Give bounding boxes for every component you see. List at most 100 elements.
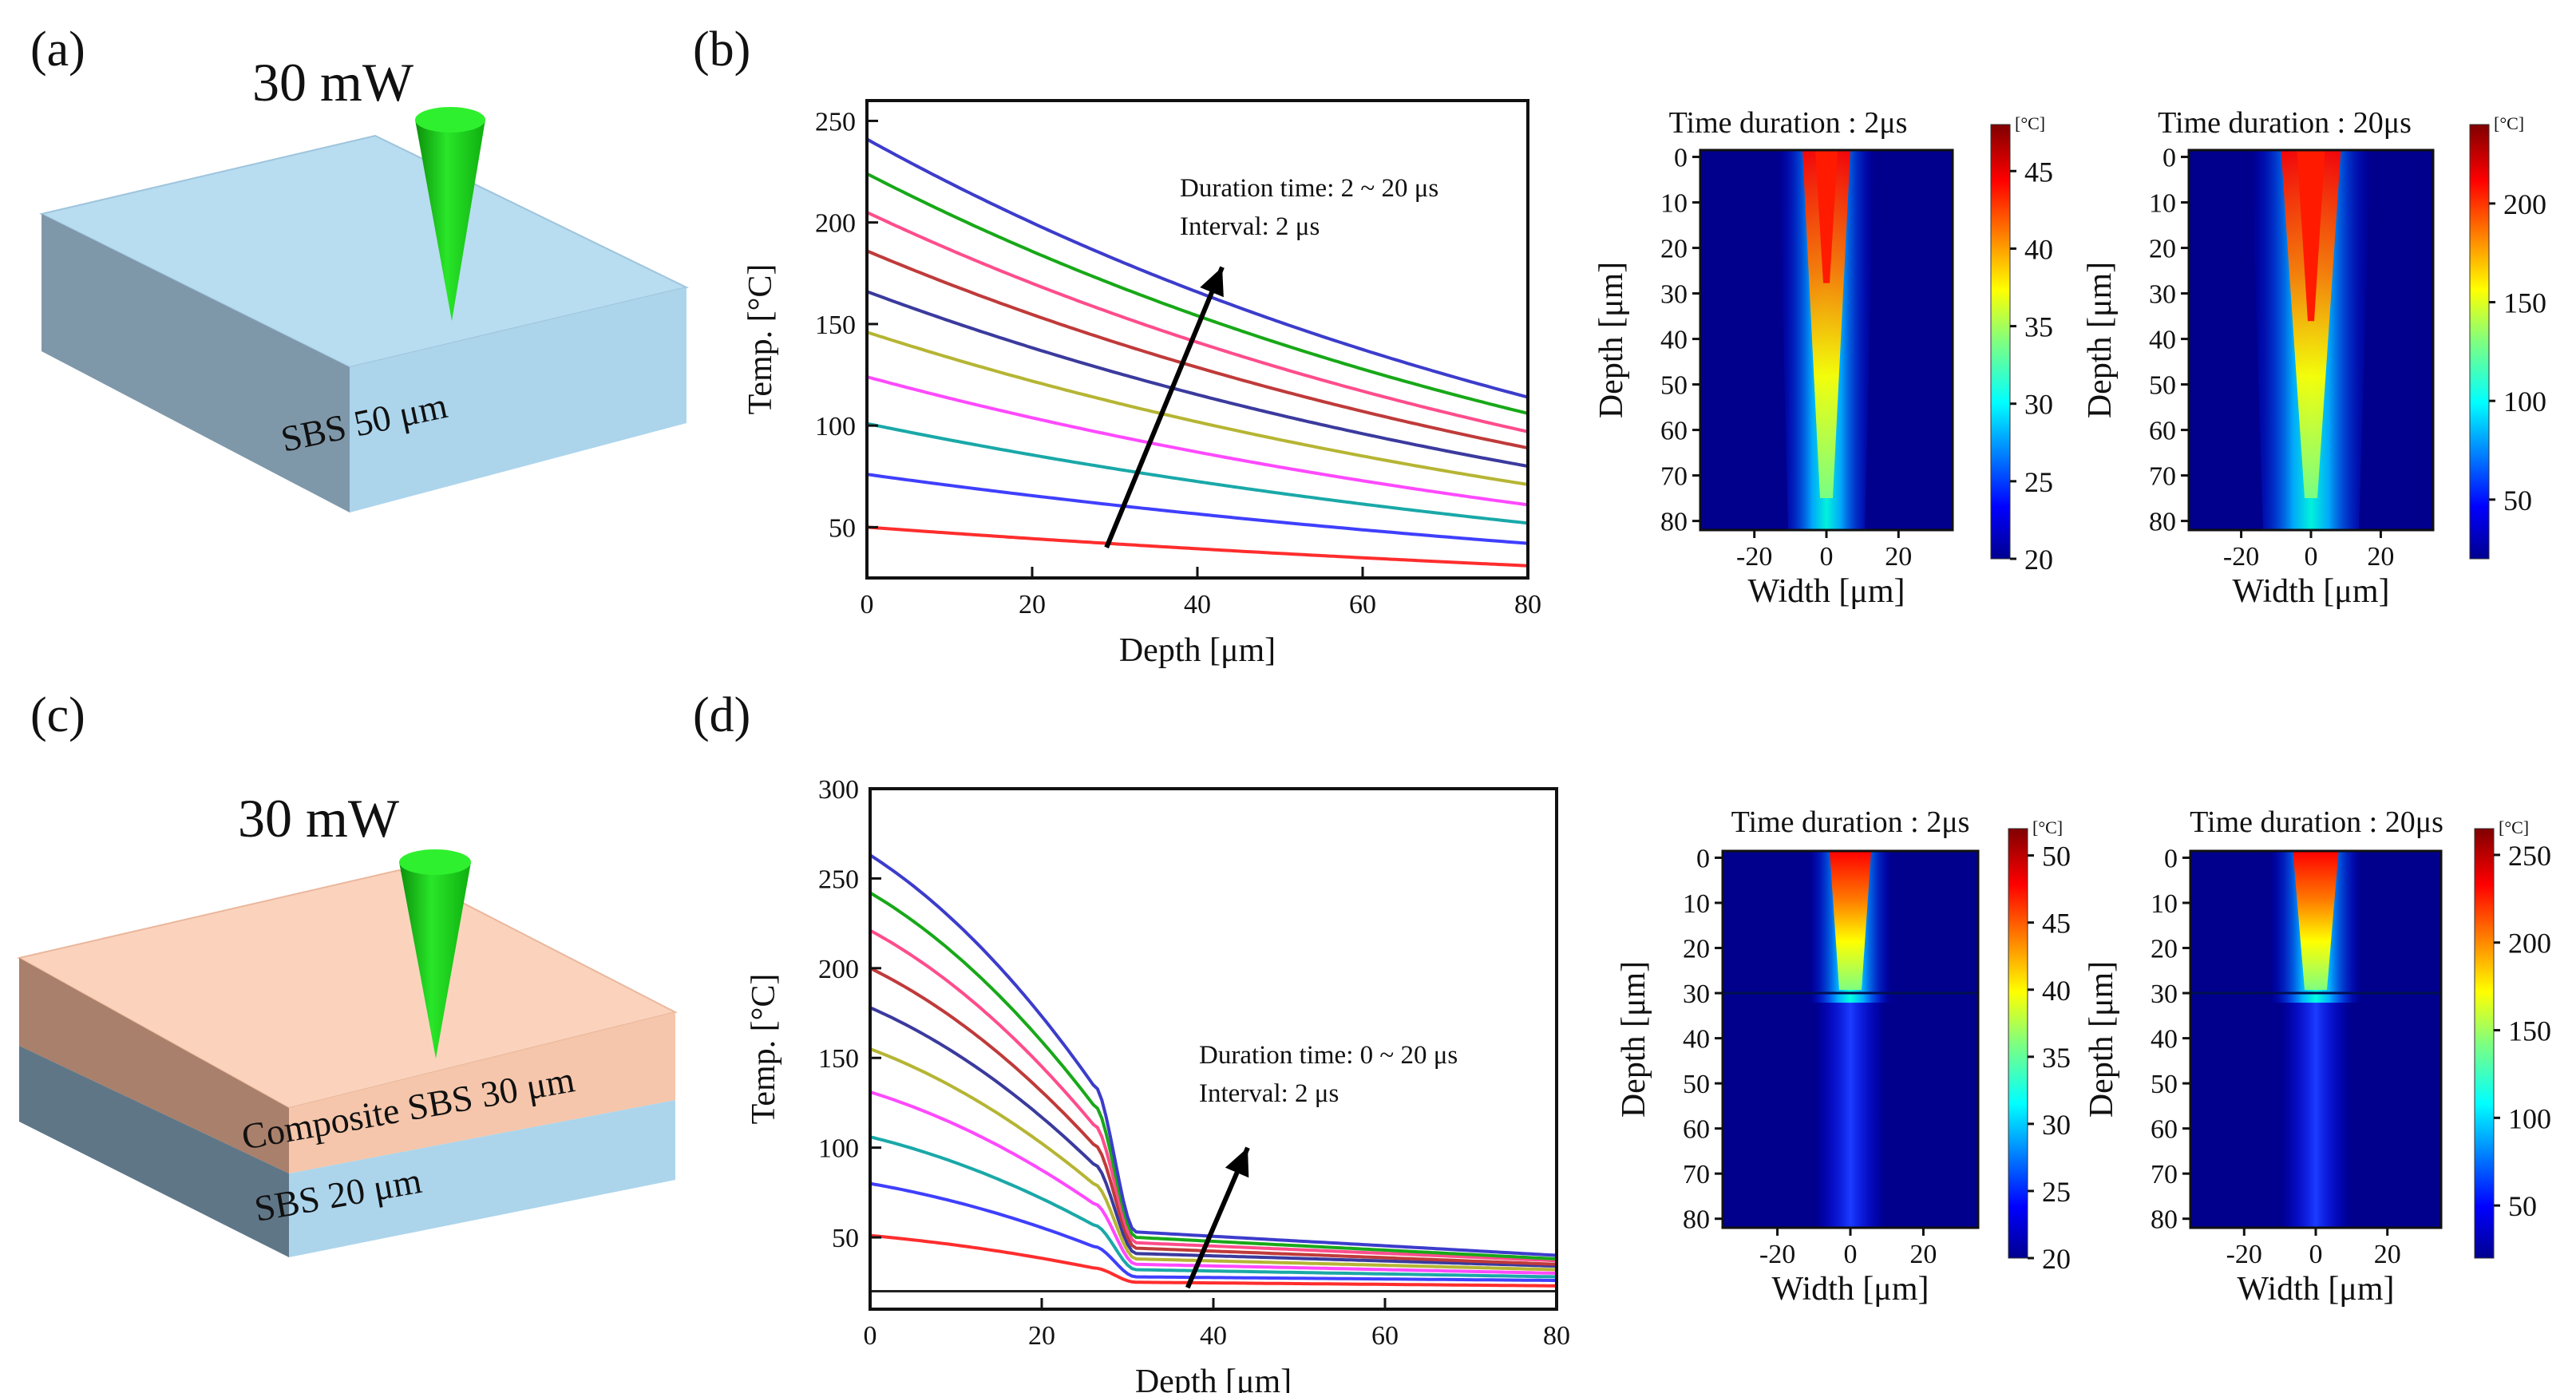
colorbar-tick-label: 250 [2508, 840, 2551, 872]
y-axis-label: Temp. [°C] [742, 264, 779, 415]
x-tick-label: 20 [1885, 542, 1912, 572]
x-tick-label: -20 [2223, 542, 2259, 572]
y-tick-label: 100 [818, 1134, 859, 1164]
y-tick-label: 20 [2149, 235, 2176, 264]
trend-arrow-shaft [1104, 266, 1225, 548]
panel-label-a: (a) [30, 22, 85, 77]
x-tick-label: 40 [1184, 590, 1211, 619]
trend-arrow-head [1200, 267, 1224, 298]
x-axis-label: Width [μm] [1772, 1271, 1929, 1308]
colorbar-tick-label: 200 [2508, 928, 2551, 960]
y-tick-label: 60 [2149, 417, 2176, 446]
colorbar-tick-label: 150 [2503, 287, 2546, 319]
y-tick-label: 250 [818, 865, 859, 894]
heatmap-peak [2297, 150, 2325, 322]
series-line-4us [869, 1181, 1557, 1282]
heatmap-hot-core [1802, 150, 1850, 498]
heatmap-peak [1815, 150, 1838, 283]
y-tick-label: 60 [1683, 1115, 1710, 1145]
plot-frame [865, 99, 1529, 580]
y-tick-label: 60 [1660, 417, 1688, 446]
sbs-block-front-face [350, 287, 687, 512]
colorbar [2008, 828, 2028, 1259]
panel-label-c: (c) [30, 688, 85, 742]
y-tick-label: 50 [2149, 371, 2176, 401]
y-tick-label: 20 [1660, 235, 1688, 264]
colorbar-tick-label: 25 [2042, 1176, 2071, 1208]
heatmap-d-2us: -20 0 20 0 10 20 30 40 50 60 70 80 Width [μm] Depth [… [1616, 805, 2071, 1308]
x-tick-label: 60 [1349, 590, 1376, 619]
colorbar [2469, 124, 2490, 560]
colorbar-tick-label: 45 [2042, 908, 2071, 940]
colorbar [1990, 124, 2011, 560]
power-label-c: 30 mW [238, 788, 400, 849]
y-tick-label: 0 [1674, 144, 1688, 173]
y-tick-label: 30 [2151, 979, 2178, 1009]
colorbar-tick-label: 50 [2503, 485, 2532, 516]
y-tick-label: 10 [1660, 189, 1688, 219]
x-axis-label: Depth [μm] [1135, 1363, 1292, 1393]
colorbar-tick-label: 50 [2042, 841, 2071, 873]
y-tick-label: 300 [818, 775, 859, 805]
x-axis-label: Width [μm] [2238, 1271, 2395, 1308]
laser-beam-cone [415, 120, 485, 321]
x-tick-label: 0 [2309, 1240, 2323, 1269]
y-tick-label: 40 [1660, 326, 1688, 355]
colorbar-tick-label: 100 [2503, 386, 2546, 418]
y-tick-label: 80 [2149, 508, 2176, 537]
x-tick-label: 20 [1028, 1321, 1055, 1351]
y-tick-label: 20 [2151, 935, 2178, 964]
sbs-layer-front-face [289, 1100, 675, 1257]
colorbar-tick-label: 40 [2024, 233, 2053, 265]
heatmap-title: Time duration : 20μs [2190, 805, 2443, 839]
x-tick-label: 0 [864, 1321, 877, 1351]
series-line-16us [869, 928, 1557, 1263]
laser-beam-top [399, 849, 471, 875]
colorbar-unit: [°C] [2494, 113, 2524, 133]
x-tick-label: 80 [1543, 1321, 1570, 1351]
series-line-16us [866, 211, 1529, 433]
x-tick-label: 20 [1019, 590, 1046, 619]
series-line-10us [869, 1047, 1557, 1272]
x-tick-label: -20 [2226, 1240, 2262, 1269]
y-tick-label: 80 [2151, 1205, 2178, 1235]
heatmap-hot-core [1830, 851, 1871, 991]
colorbar-unit: [°C] [2032, 817, 2063, 837]
colorbar-tick-label: 100 [2508, 1102, 2551, 1134]
x-axis-label: Width [μm] [2233, 573, 2390, 610]
y-tick-label: 50 [1660, 371, 1688, 401]
series-line-2us [869, 1233, 1557, 1288]
sbs-layer-left-face [19, 1046, 289, 1257]
trend-arrow-head [1225, 1147, 1249, 1178]
heatmap-title: Time duration : 20μs [2158, 106, 2412, 140]
y-tick-label: 60 [2151, 1115, 2178, 1145]
y-tick-label: 150 [815, 311, 856, 340]
colorbar-tick-label: 25 [2024, 466, 2053, 498]
colorbar-tick-label: 20 [2024, 544, 2053, 576]
y-tick-label: 50 [832, 1224, 859, 1253]
y-tick-label: 70 [2149, 462, 2176, 492]
colorbar-tick-label: 20 [2042, 1243, 2071, 1275]
panel-label-d: (d) [693, 688, 750, 742]
y-tick-label: 0 [2164, 844, 2178, 873]
colorbar-tick-label: 150 [2508, 1015, 2551, 1047]
x-tick-label: 40 [1200, 1321, 1227, 1351]
annotation-line: Duration time: 2 ~ 20 μs [1180, 174, 1438, 203]
composite-block-front-face [289, 1012, 675, 1173]
x-tick-label: 20 [2367, 542, 2394, 572]
heatmap-hot-core [2293, 851, 2339, 991]
y-tick-label: 50 [1683, 1070, 1710, 1099]
colorbar-tick-label: 50 [2508, 1190, 2537, 1222]
power-label-a: 30 mW [252, 52, 414, 113]
x-axis-label: Depth [μm] [1119, 632, 1276, 669]
series-line-12us [866, 290, 1529, 468]
x-tick-label: -20 [1759, 1240, 1795, 1269]
series-line-20us [866, 137, 1529, 399]
colorbar-tick-label: 45 [2024, 156, 2053, 188]
schematic-a: 30 mW SBS 50 μm [39, 52, 689, 512]
series-line-10us [866, 330, 1529, 486]
colorbar-unit: [°C] [2499, 817, 2529, 837]
